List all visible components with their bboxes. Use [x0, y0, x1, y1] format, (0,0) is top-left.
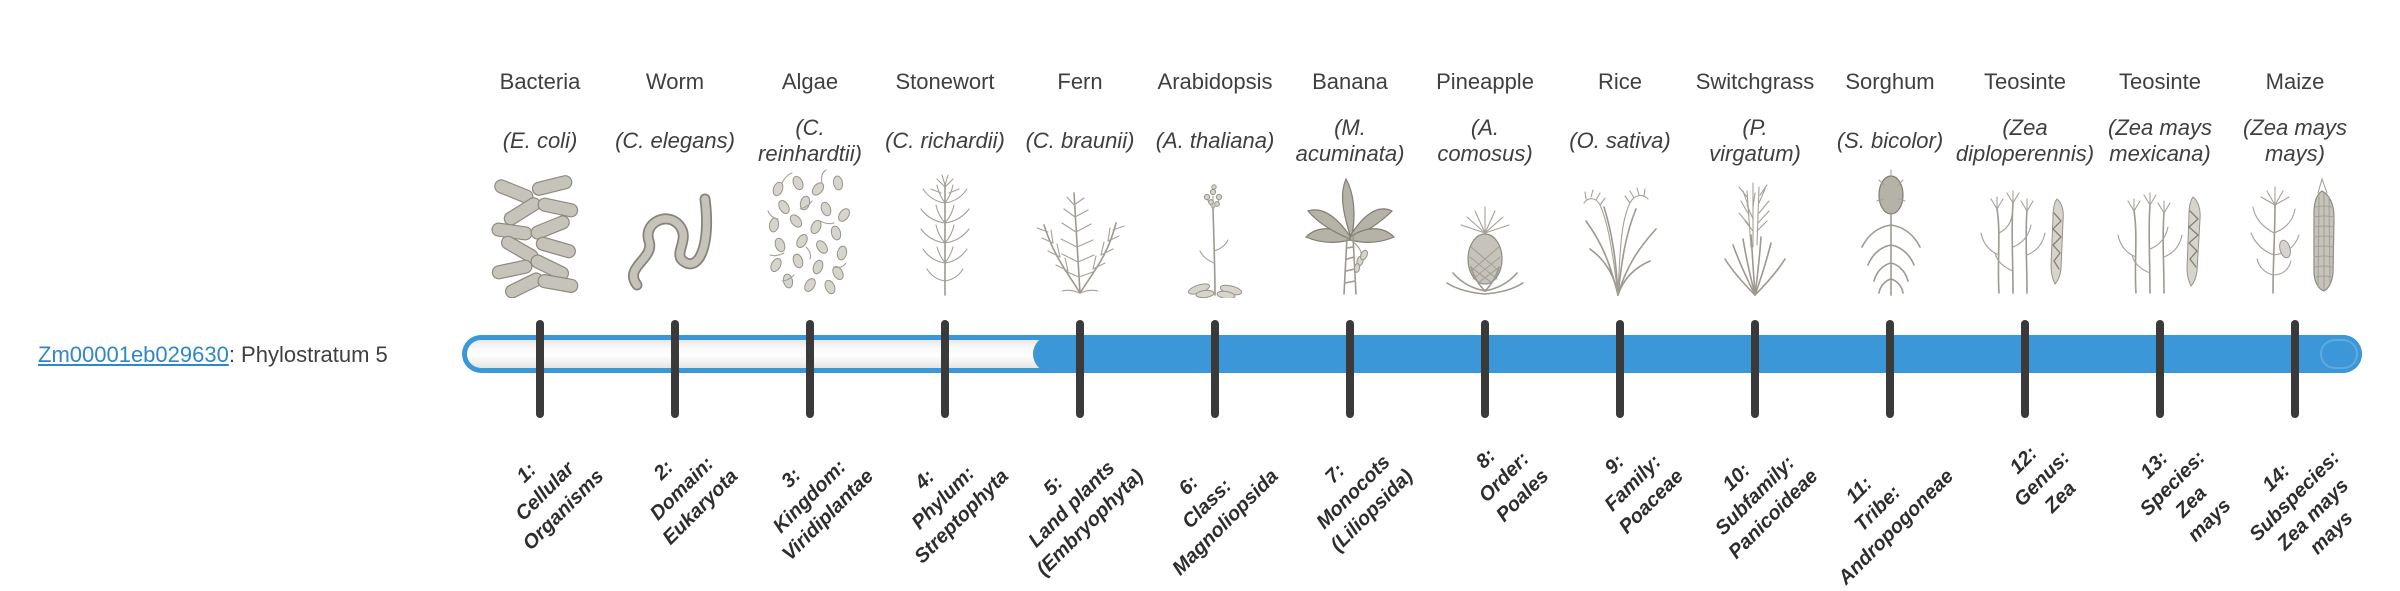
taxon-common-name: Pineapple — [1436, 69, 1534, 94]
taxon-column-fern: Fern (C. braunii) 5: Land plants (Embryo… — [1005, 0, 1155, 581]
phylostratum-text: : Phylostratum 5 — [228, 342, 388, 367]
taxon-common-name: Rice — [1597, 69, 1642, 94]
stratum-label: 7: Monocots (Liliopsida) — [1312, 451, 1418, 557]
fern-illustration — [1036, 192, 1125, 294]
gene-label: Zm00001eb029630: Phylostratum 5 — [38, 342, 388, 368]
stratum-tick — [1481, 320, 1489, 418]
stratum-tick — [1751, 320, 1759, 418]
taxon-scientific-name: (O. sativa) — [1569, 128, 1671, 154]
taxon-scientific-name: (Zea mays mexicana) — [2108, 115, 2212, 166]
algae-illustration — [767, 169, 850, 295]
taxon-scientific-name: (A. comosus) — [1437, 115, 1533, 166]
stratum-tick — [2021, 320, 2029, 418]
taxon-scientific-name: (C. richardii) — [885, 128, 1005, 154]
taxon-common-name: Algae — [781, 69, 839, 94]
taxon-column-stonewort: Stonewort (C. richardii) 4: Phylum: Stre… — [870, 0, 1020, 580]
taxon-common-name: Teosinte — [2119, 69, 2201, 94]
stratum-tick — [536, 320, 544, 418]
taxon-scientific-name: (C. reinhardtii) — [758, 115, 862, 166]
worm-illustration — [628, 193, 713, 291]
taxon-common-name: Maize — [2265, 69, 2325, 94]
teosinte-illustration — [2117, 192, 2201, 294]
sorghum-illustration — [1861, 169, 1921, 296]
stratum-label: 8: Order: Poales — [1471, 444, 1553, 527]
taxon-column-arabidopsis: Arabidopsis (A. thaliana) 6: Class: Magn… — [1140, 0, 1290, 580]
taxon-scientific-name: (Zea diploperennis) — [1955, 115, 2095, 166]
taxon-common-name: Switchgrass — [1695, 69, 1815, 94]
stratum-tick — [1616, 320, 1624, 418]
stonewort-illustration — [920, 174, 970, 296]
stratum-tick — [806, 320, 814, 418]
stratum-label: 10: Subfamily: Panicoideae — [1711, 451, 1823, 564]
taxon-column-sorghum: Sorghum (S. bicolor) 11: Tribe: Andropog… — [1815, 0, 1965, 589]
taxon-column-bacteria: Bacteria (E. coli) 1: Cellular Organisms — [465, 0, 615, 580]
taxon-common-name: Stonewort — [895, 69, 995, 94]
stratum-tick — [2156, 320, 2164, 418]
stratum-label: 11: Tribe: Andropogoneae — [1833, 465, 1958, 590]
maize-illustration — [2250, 177, 2335, 294]
stratum-label: 5: Land plants (Embryophyta) — [1024, 457, 1148, 581]
taxon-common-name: Arabidopsis — [1157, 69, 1273, 94]
switchgrass-illustration — [1724, 182, 1786, 296]
phylostratum-bar-fill — [1033, 335, 2362, 373]
stratum-tick — [1886, 320, 1894, 418]
taxon-column-banana: Banana (M. acuminata) 7: Monocots (Lilio… — [1275, 0, 1425, 580]
taxon-column-algae: Algae (C. reinhardtii) 3: Kingdom: Virid… — [735, 0, 885, 580]
taxon-scientific-name: (C. braunii) — [1025, 128, 1135, 154]
stratum-tick — [1211, 320, 1219, 418]
arabidopsis-illustration — [1187, 184, 1243, 298]
stratum-label: 3: Kingdom: Viridiplantae — [768, 455, 878, 566]
taxon-column-rice: Rice (O. sativa) 9: Family: Poaceae — [1545, 0, 1695, 580]
stratum-label: 9: Family: Poaceae — [1600, 450, 1688, 539]
stratum-label: 4: Phylum: Streptophyta — [907, 462, 1013, 568]
stratum-label: 2: Domain: Eukaryota — [646, 452, 743, 550]
bacteria-illustration — [491, 175, 579, 298]
taxon-column-worm: Worm (C. elegans) 2: Domain: Eukaryota — [600, 0, 750, 580]
pineapple-illustration — [1446, 206, 1524, 295]
stratum-tick — [941, 320, 949, 418]
taxon-scientific-name: (S. bicolor) — [1836, 128, 1944, 154]
bar-end-arc — [2320, 339, 2358, 369]
stratum-tick — [671, 320, 679, 418]
taxon-common-name: Worm — [645, 69, 705, 94]
taxon-scientific-name: (P. virgatum) — [1709, 115, 1801, 166]
stratum-label: 1: Cellular Organisms — [510, 457, 608, 555]
taxon-column-teosinte-diploperennis: Teosinte (Zea diploperennis) 12: Genus: … — [1950, 0, 2100, 580]
stratum-label: 12: Genus: Zea — [2005, 442, 2081, 518]
stratum-tick — [2291, 320, 2299, 418]
taxon-common-name: Teosinte — [1984, 69, 2066, 94]
teosinte-illustration — [1980, 190, 2064, 294]
taxon-common-name: Fern — [1057, 69, 1103, 94]
taxon-column-teosinte-mexicana: Teosinte (Zea mays mexicana) 13: Species… — [2085, 0, 2235, 580]
stratum-tick — [1346, 320, 1354, 418]
stratum-tick — [1076, 320, 1084, 418]
taxon-column-maize: Maize (Zea mays mays) 14: Subspecies: Ze… — [2220, 0, 2370, 580]
taxon-scientific-name: (A. thaliana) — [1155, 128, 1275, 154]
taxon-column-switchgrass: Switchgrass (P. virgatum) 10: Subfamily:… — [1680, 0, 1830, 580]
taxon-scientific-name: (C. elegans) — [615, 128, 735, 154]
taxon-common-name: Bacteria — [499, 69, 581, 94]
banana-illustration — [1304, 177, 1396, 295]
taxon-common-name: Sorghum — [1845, 69, 1935, 94]
rice-illustration — [1583, 187, 1657, 296]
taxon-scientific-name: (M. acuminata) — [1295, 115, 1405, 166]
taxon-column-pineapple: Pineapple (A. comosus) 8: Order: Poales — [1410, 0, 1560, 580]
gene-id-link[interactable]: Zm00001eb029630 — [38, 342, 229, 367]
taxon-scientific-name: (Zea mays mays) — [2243, 115, 2347, 166]
stratum-label: 14: Subspecies: Zea mays mays — [2245, 446, 2358, 559]
stratum-label: 6: Class: Magnoliopsida — [1168, 465, 1283, 580]
taxon-common-name: Banana — [1312, 69, 1388, 94]
taxon-scientific-name: (E. coli) — [502, 128, 578, 154]
